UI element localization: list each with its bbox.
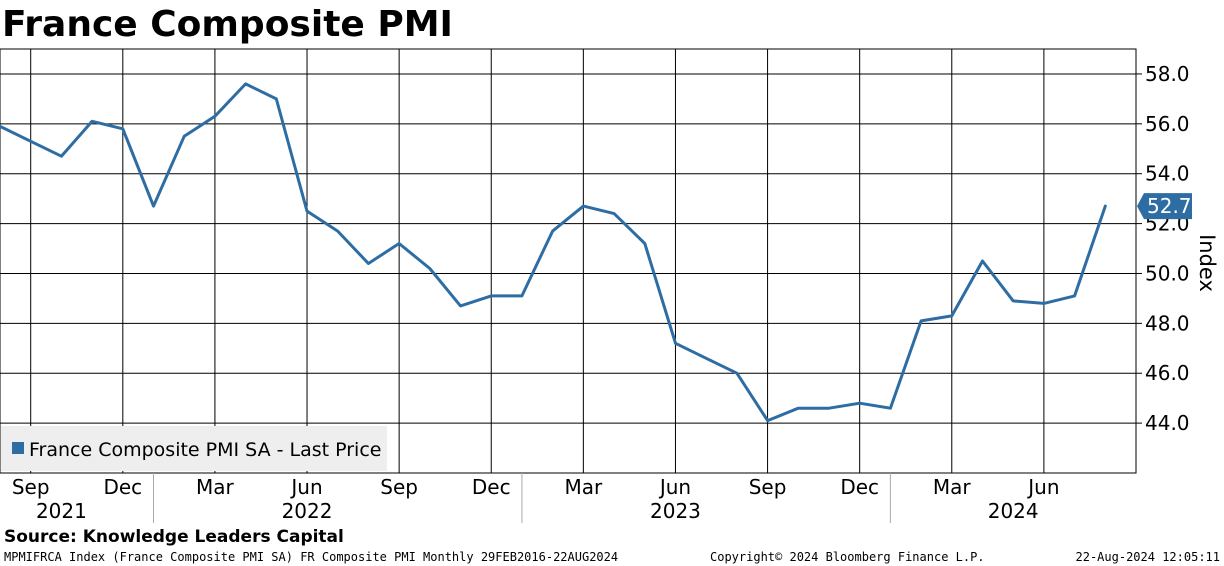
- x-tick-label: Sep: [749, 475, 787, 499]
- last-value-tag: [1137, 193, 1192, 220]
- last-value-marker: 52.7: [1137, 193, 1192, 220]
- legend-label: France Composite PMI SA - Last Price: [29, 439, 381, 461]
- chart-title: France Composite PMI: [2, 4, 453, 45]
- y-tick-label: 48.0: [1145, 311, 1190, 335]
- x-tick-label: Dec: [472, 475, 511, 499]
- legend[interactable]: France Composite PMI SA - Last Price: [1, 426, 387, 471]
- last-value-label: 52.7: [1147, 194, 1192, 218]
- y-tick-label: 46.0: [1145, 361, 1190, 385]
- footer-timestamp: 22-Aug-2024 12:05:11: [1076, 550, 1221, 564]
- y-tick-label: 56.0: [1145, 112, 1190, 136]
- x-tick-label: Dec: [103, 475, 142, 499]
- series-layer: [0, 82, 1107, 423]
- grid: [0, 49, 1136, 473]
- series-line: [0, 82, 1107, 423]
- y-tick-label: 54.0: [1145, 162, 1190, 186]
- x-tick-label: Sep: [12, 475, 50, 499]
- y-axis-title: Index: [1195, 234, 1219, 292]
- x-axis: Sep Dec Mar Jun Sep Dec Mar Jun Sep Dec Mar Jun 2021…: [12, 473, 1060, 523]
- y-tick-label: 44.0: [1145, 411, 1190, 435]
- legend-box: [1, 426, 387, 471]
- x-tick-label: Jun: [1026, 475, 1059, 499]
- source-note: Source: Knowledge Leaders Capital: [4, 527, 344, 547]
- x-tick-label: Jun: [658, 475, 691, 499]
- plot-frame: [0, 48, 1137, 474]
- x-year-label: 2021: [36, 499, 87, 523]
- x-tick-label: Mar: [196, 475, 235, 499]
- x-tick-label: Mar: [933, 475, 972, 499]
- footer-copyright: Copyright© 2024 Bloomberg Finance L.P.: [710, 550, 985, 564]
- y-axis: 58.056.054.052.050.048.046.044.0: [1136, 62, 1190, 435]
- y-tick-label: 58.0: [1145, 62, 1190, 86]
- legend-swatch: [12, 442, 24, 454]
- x-tick-label: Sep: [380, 475, 418, 499]
- x-tick-label: Jun: [289, 475, 322, 499]
- footer-description: MPMIFRCA Index (France Composite PMI SA)…: [4, 550, 618, 564]
- x-tick-label: Mar: [564, 475, 603, 499]
- x-tick-label: Dec: [840, 475, 879, 499]
- y-tick-label: 50.0: [1145, 261, 1190, 285]
- x-year-label: 2024: [988, 499, 1039, 523]
- x-year-label: 2022: [282, 499, 333, 523]
- x-year-label: 2023: [650, 499, 701, 523]
